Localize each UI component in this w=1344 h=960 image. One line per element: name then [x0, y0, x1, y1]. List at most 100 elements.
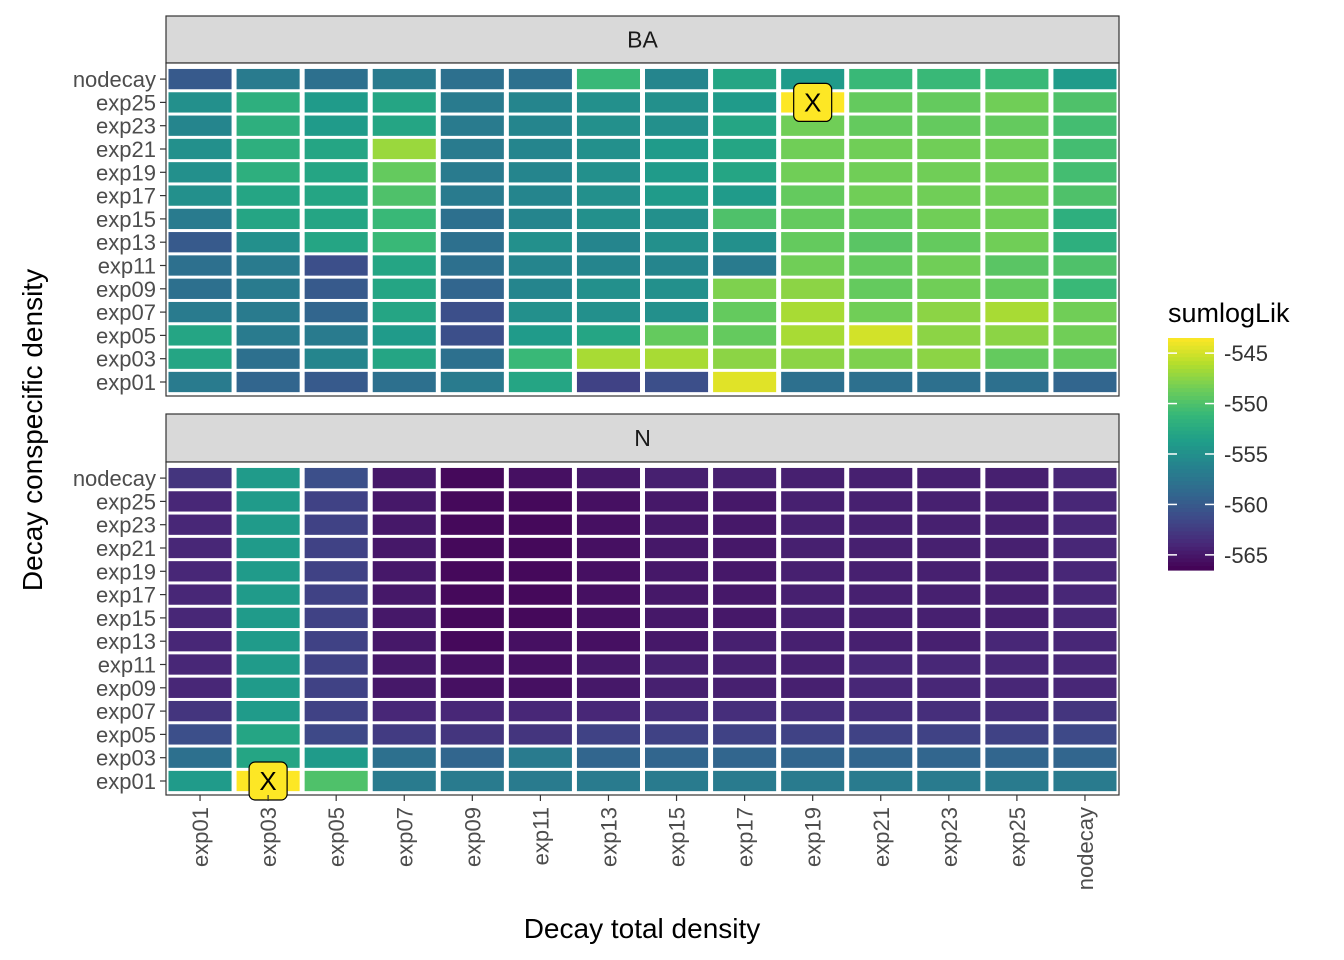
heatmap-tile — [780, 137, 846, 161]
x-tick-label: exp21 — [869, 807, 894, 867]
panel-border — [165, 62, 1120, 397]
heatmap-tile — [780, 207, 846, 231]
heatmap-tile — [916, 67, 982, 91]
heatmap-tile — [1052, 513, 1118, 536]
heatmap-tile — [575, 347, 642, 370]
heatmap-tile — [235, 91, 301, 114]
heatmap-tile — [235, 466, 301, 490]
heatmap-tile — [439, 161, 505, 184]
heatmap-tile — [712, 137, 778, 161]
heatmap-tile — [235, 184, 301, 207]
heatmap-tile — [371, 370, 437, 394]
heatmap-tile — [167, 513, 233, 536]
y-tick-label: exp07 — [96, 300, 156, 325]
heatmap-tile — [916, 300, 982, 324]
heatmap-tile — [235, 207, 301, 231]
heatmap-tile — [507, 67, 573, 91]
legend-tick-label: -560 — [1224, 492, 1268, 517]
heatmap-tile — [848, 513, 914, 536]
heatmap-tile — [984, 137, 1050, 161]
heatmap-tile — [1052, 490, 1118, 513]
heatmap-tile — [848, 324, 914, 347]
heatmap-tile — [848, 653, 914, 676]
legend-colorbar-segment — [1168, 396, 1214, 401]
heatmap-tile — [916, 723, 982, 746]
heatmap-tile — [916, 769, 982, 793]
heatmap-tile — [507, 207, 573, 231]
heatmap-tile — [167, 114, 233, 137]
heatmap-tile — [712, 207, 778, 231]
heatmap-tile — [303, 324, 369, 347]
heatmap-tile — [235, 606, 301, 630]
heatmap-tile — [848, 67, 914, 91]
heatmap-tile — [780, 676, 846, 699]
heatmap-tile — [644, 583, 710, 606]
heatmap-tile — [167, 277, 233, 300]
heatmap-tile — [1052, 207, 1118, 231]
heatmap-tile — [984, 324, 1050, 347]
heatmap-tile — [439, 513, 505, 536]
heatmap-tile — [916, 184, 982, 207]
heatmap-tile — [371, 207, 437, 231]
heatmap-tile — [848, 114, 914, 137]
heatmap-tile — [507, 583, 573, 606]
heatmap-tile — [712, 254, 778, 277]
heatmap-tile — [439, 67, 505, 91]
heatmap-tile — [303, 277, 369, 300]
heatmap-tile — [439, 746, 505, 769]
heatmap-tile — [644, 347, 710, 370]
legend-colorbar-segment — [1168, 438, 1214, 443]
heatmap-tile — [167, 583, 233, 606]
heatmap-tile — [644, 606, 710, 630]
heatmap-tile — [644, 137, 710, 161]
heatmap-tile — [644, 630, 710, 653]
y-tick-label: nodecay — [73, 67, 156, 92]
heatmap-tile — [371, 723, 437, 746]
heatmap-tile — [575, 67, 642, 91]
heatmap-tile — [916, 630, 982, 653]
heatmap-tile — [644, 161, 710, 184]
heatmap-tile — [507, 254, 573, 277]
heatmap-tile — [916, 161, 982, 184]
heatmap-tile — [575, 137, 642, 161]
heatmap-tile — [712, 114, 778, 137]
heatmap-tile — [712, 583, 778, 606]
heatmap-tile — [780, 254, 846, 277]
heatmap-tile — [235, 699, 301, 723]
heatmap-tile — [916, 466, 982, 490]
heatmap-tile — [507, 769, 573, 793]
heatmap-tile — [575, 300, 642, 324]
legend-colorbar-segment — [1168, 380, 1214, 385]
heatmap-tile — [439, 466, 505, 490]
heatmap-tile — [507, 466, 573, 490]
heatmap-tile — [916, 114, 982, 137]
heatmap-tile — [303, 231, 369, 254]
heatmap-tile — [235, 277, 301, 300]
legend-tick-label: -545 — [1224, 341, 1268, 366]
heatmap-tile — [1052, 231, 1118, 254]
heatmap-tile — [780, 466, 846, 490]
heatmap-tile — [575, 324, 642, 347]
heatmap-tile — [371, 254, 437, 277]
heatmap-tile — [712, 769, 778, 793]
heatmap-tile — [575, 513, 642, 536]
heatmap-tile — [575, 466, 642, 490]
legend-colorbar-segment — [1168, 550, 1214, 556]
heatmap-tile — [575, 207, 642, 231]
heatmap-tile — [644, 769, 710, 793]
heatmap-tile — [644, 513, 710, 536]
legend-colorbar-segment — [1168, 484, 1214, 490]
heatmap-tile — [1052, 723, 1118, 746]
heatmap-tile — [712, 67, 778, 91]
heatmap-tile — [780, 161, 846, 184]
legend-colorbar-segment — [1168, 504, 1214, 509]
heatmap-tile — [916, 91, 982, 114]
y-tick-label: exp07 — [96, 699, 156, 724]
heatmap-tile — [371, 466, 437, 490]
legend-colorbar-segment — [1168, 365, 1214, 370]
heatmap-tile — [1052, 699, 1118, 723]
legend-tick-label: -555 — [1224, 442, 1268, 467]
heatmap-tile — [303, 254, 369, 277]
heatmap-tile — [984, 699, 1050, 723]
heatmap-tile — [235, 370, 301, 394]
